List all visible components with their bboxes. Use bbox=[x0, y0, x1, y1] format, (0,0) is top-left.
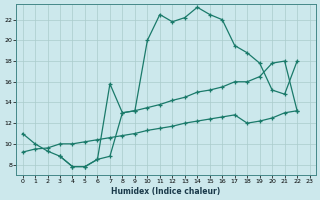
X-axis label: Humidex (Indice chaleur): Humidex (Indice chaleur) bbox=[111, 187, 221, 196]
